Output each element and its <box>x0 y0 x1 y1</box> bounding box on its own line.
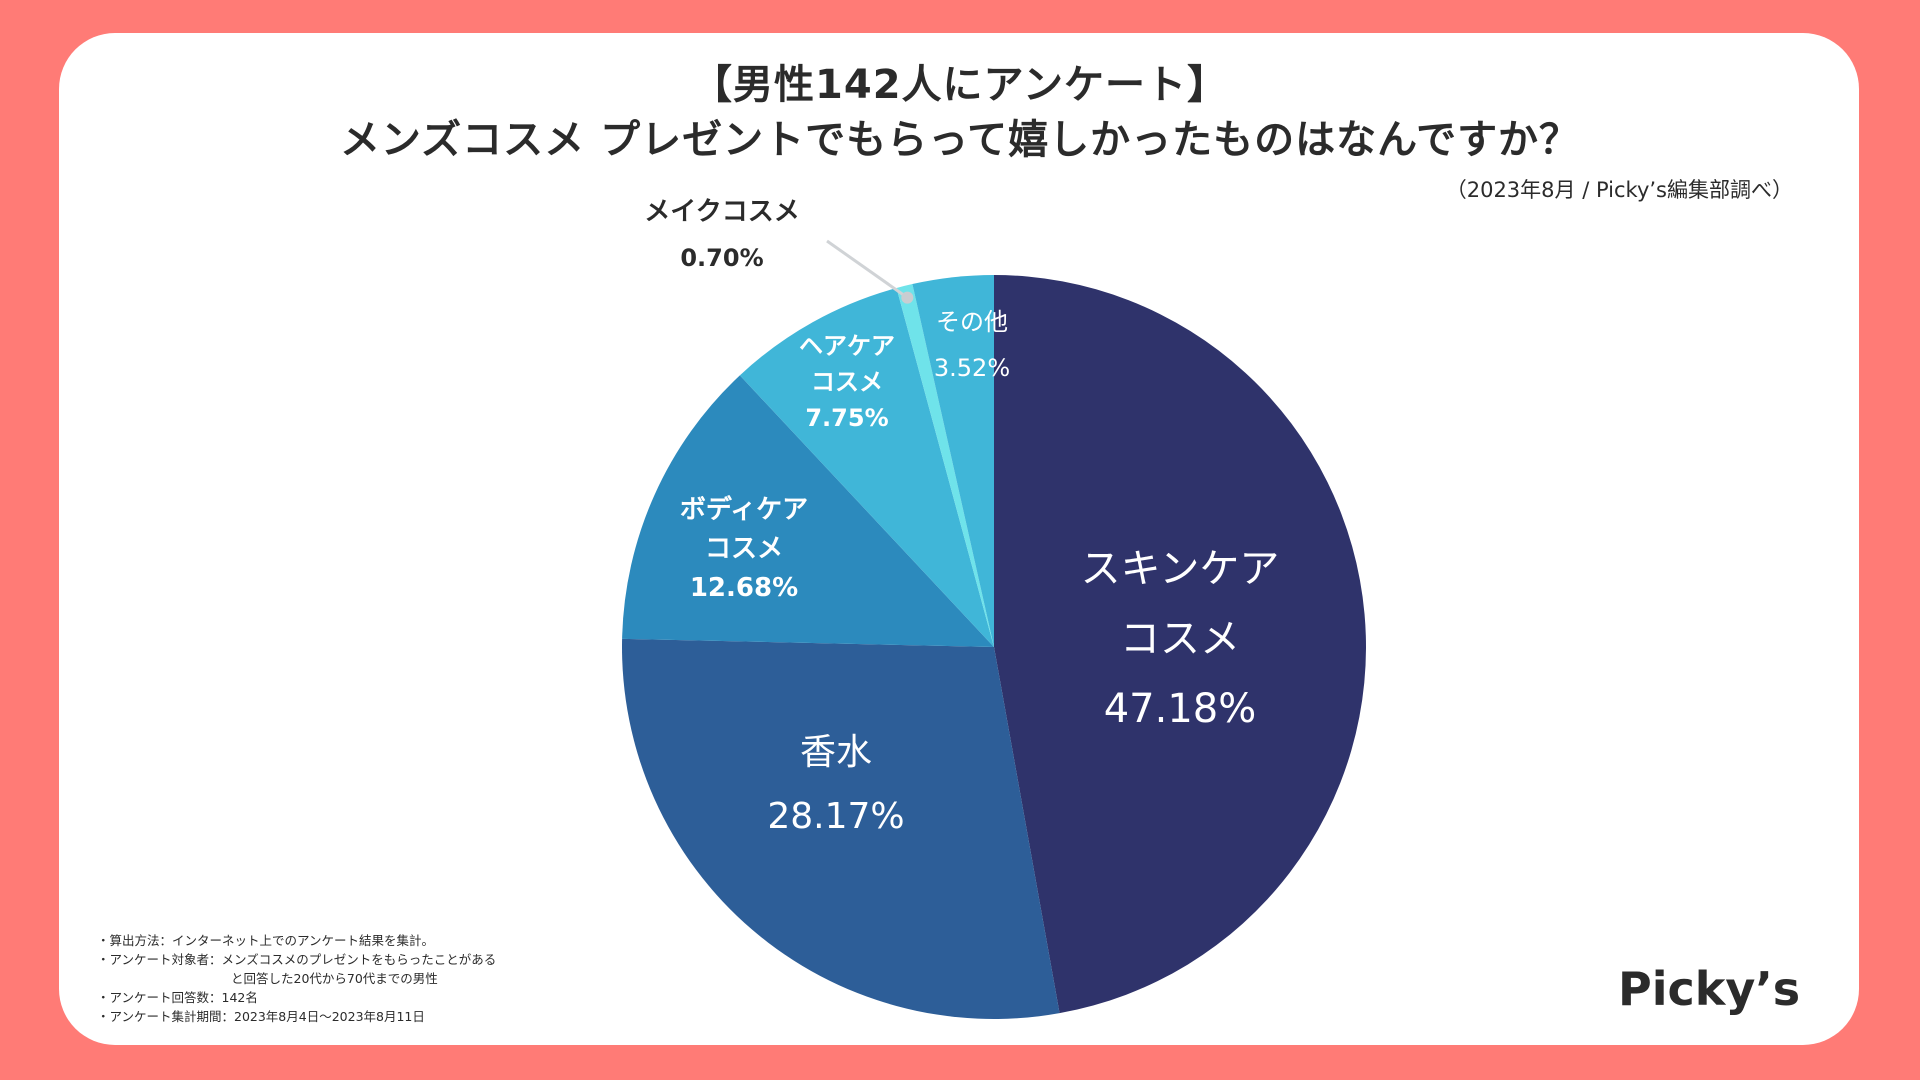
note-target-cont: と回答した20代から70代までの男性 <box>231 971 438 986</box>
slice-value-perfume: 28.17% <box>767 796 904 837</box>
leader-line-makeup <box>826 239 909 299</box>
survey-notes: ・算出方法：インターネット上でのアンケート結果を集計。 ・アンケート対象者：メン… <box>97 931 496 1026</box>
chart-source: （2023年8月 / Picky’s編集部調べ） <box>1445 178 1793 202</box>
pie-slice-makeup <box>896 284 994 647</box>
pie-slice-other <box>912 275 994 647</box>
pie-slice-perfume <box>622 638 1060 1020</box>
slice-value-other: 3.52% <box>934 354 1010 382</box>
slice-label-makeup: メイクコスメ 0.70% <box>644 197 799 272</box>
slice-value-bodycare: 12.68% <box>690 573 798 603</box>
pie-slice-haircare <box>739 288 994 647</box>
note-target: ・アンケート対象者：メンズコスメのプレゼントをもらったことがある <box>97 952 497 967</box>
chart-title-line1: 【男性142人にアンケート】 <box>692 62 1228 108</box>
slice-label-line: スキンケア <box>1081 546 1280 592</box>
slice-value-haircare: 7.75% <box>805 404 888 432</box>
slice-label-line: コスメ <box>1120 616 1240 662</box>
slice-label-line: メイクコスメ <box>644 197 799 227</box>
chart-title-line2: メンズコスメ プレゼントでもらって嬉しかったものはなんですか？ <box>339 117 1581 163</box>
slice-value-makeup: 0.70% <box>680 244 763 272</box>
slice-label-other: その他 3.52% <box>934 308 1010 382</box>
pie-slice-bodycare <box>622 375 994 647</box>
slice-label-line: 香水 <box>800 732 872 773</box>
slice-label-line: ヘアケア <box>799 332 895 360</box>
note-count: ・アンケート回答数：142名 <box>97 990 258 1005</box>
note-method: ・算出方法：インターネット上でのアンケート結果を集計。 <box>97 933 435 948</box>
slice-label-skincare: スキンケアコスメ 47.18% <box>1081 546 1280 732</box>
slice-label-line: ボディケア <box>680 494 808 525</box>
pie-slice-skincare <box>994 275 1367 1014</box>
brand-logo: Picky’s <box>1618 962 1801 1016</box>
slice-label-haircare: ヘアケアコスメ 7.75% <box>799 332 895 432</box>
leader-dot-makeup <box>901 291 914 304</box>
slice-label-line: コスメ <box>705 534 783 564</box>
note-period: ・アンケート集計期間：2023年8月4日〜2023年8月11日 <box>97 1009 425 1024</box>
slice-label-line: その他 <box>936 308 1008 336</box>
slice-value-skincare: 47.18% <box>1104 686 1257 732</box>
slice-label-perfume: 香水 28.17% <box>767 732 904 837</box>
slice-label-line: コスメ <box>811 368 883 396</box>
slice-label-bodycare: ボディケアコスメ 12.68% <box>680 494 808 603</box>
